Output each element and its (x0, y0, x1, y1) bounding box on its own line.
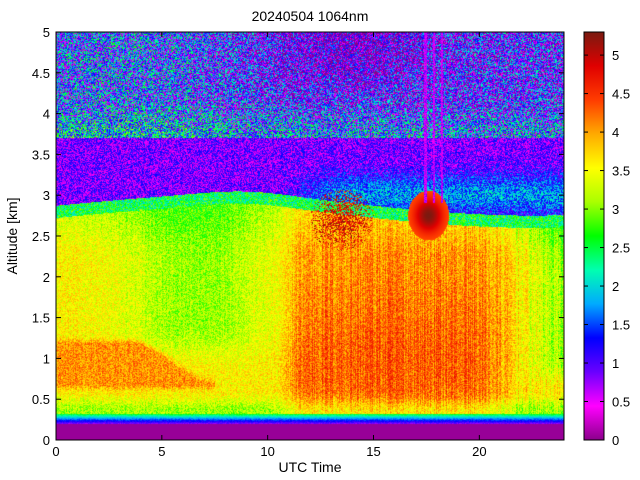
plot-area (55, 31, 565, 441)
y-tick-label: 2.5 (32, 229, 50, 244)
y-tick-label: 0 (43, 433, 50, 448)
colorbar-tick-label: 2.5 (612, 241, 630, 256)
colorbar: 0 0.5 1 1.5 2 2.5 3 3.5 4 4.5 5 (583, 31, 630, 448)
colorbar-gradient (584, 32, 604, 440)
chart-title: 20240504 1064nm (252, 8, 369, 24)
y-axis-label: Altitude [km] (4, 197, 20, 274)
y-tick-label: 1.5 (32, 311, 50, 326)
y-tick-label: 5 (43, 25, 50, 40)
colorbar-tick-label: 1.5 (612, 318, 630, 333)
x-axis-label: UTC Time (279, 459, 342, 475)
colorbar-tick-label: 4.5 (612, 87, 630, 102)
y-tick-label: 4 (43, 107, 50, 122)
colorbar-tick-label: 0.5 (612, 395, 630, 410)
colorbar-tick-label: 5 (612, 48, 619, 63)
x-tick-label: 15 (366, 444, 380, 459)
y-tick-label: 3 (43, 188, 50, 203)
colorbar-axis: 0 0.5 1 1.5 2 2.5 3 3.5 4 4.5 5 (584, 48, 630, 448)
y-axis: 0 0.5 1 1.5 2 2.5 3 3.5 4 4.5 5 (32, 25, 564, 448)
backscatter-heatmap (56, 32, 564, 440)
colorbar-tick-label: 4 (612, 125, 619, 140)
y-tick-label: 0.5 (32, 392, 50, 407)
y-tick-label: 1 (43, 351, 50, 366)
x-tick-label: 0 (52, 444, 59, 459)
colorbar-tick-label: 1 (612, 356, 619, 371)
x-tick-label: 5 (158, 444, 165, 459)
y-tick-label: 2 (43, 270, 50, 285)
colorbar-tick-label: 2 (612, 279, 619, 294)
colorbar-tick-label: 3 (612, 202, 619, 217)
colorbar-tick-label: 3.5 (612, 164, 630, 179)
colorbar-frame (583, 31, 605, 441)
x-axis: 0 5 10 15 20 (52, 32, 487, 459)
x-tick-label: 10 (260, 444, 274, 459)
y-tick-label: 4.5 (32, 66, 50, 81)
y-tick-label: 3.5 (32, 147, 50, 162)
x-tick-label: 20 (472, 444, 486, 459)
colorbar-tick-label: 0 (612, 433, 619, 448)
